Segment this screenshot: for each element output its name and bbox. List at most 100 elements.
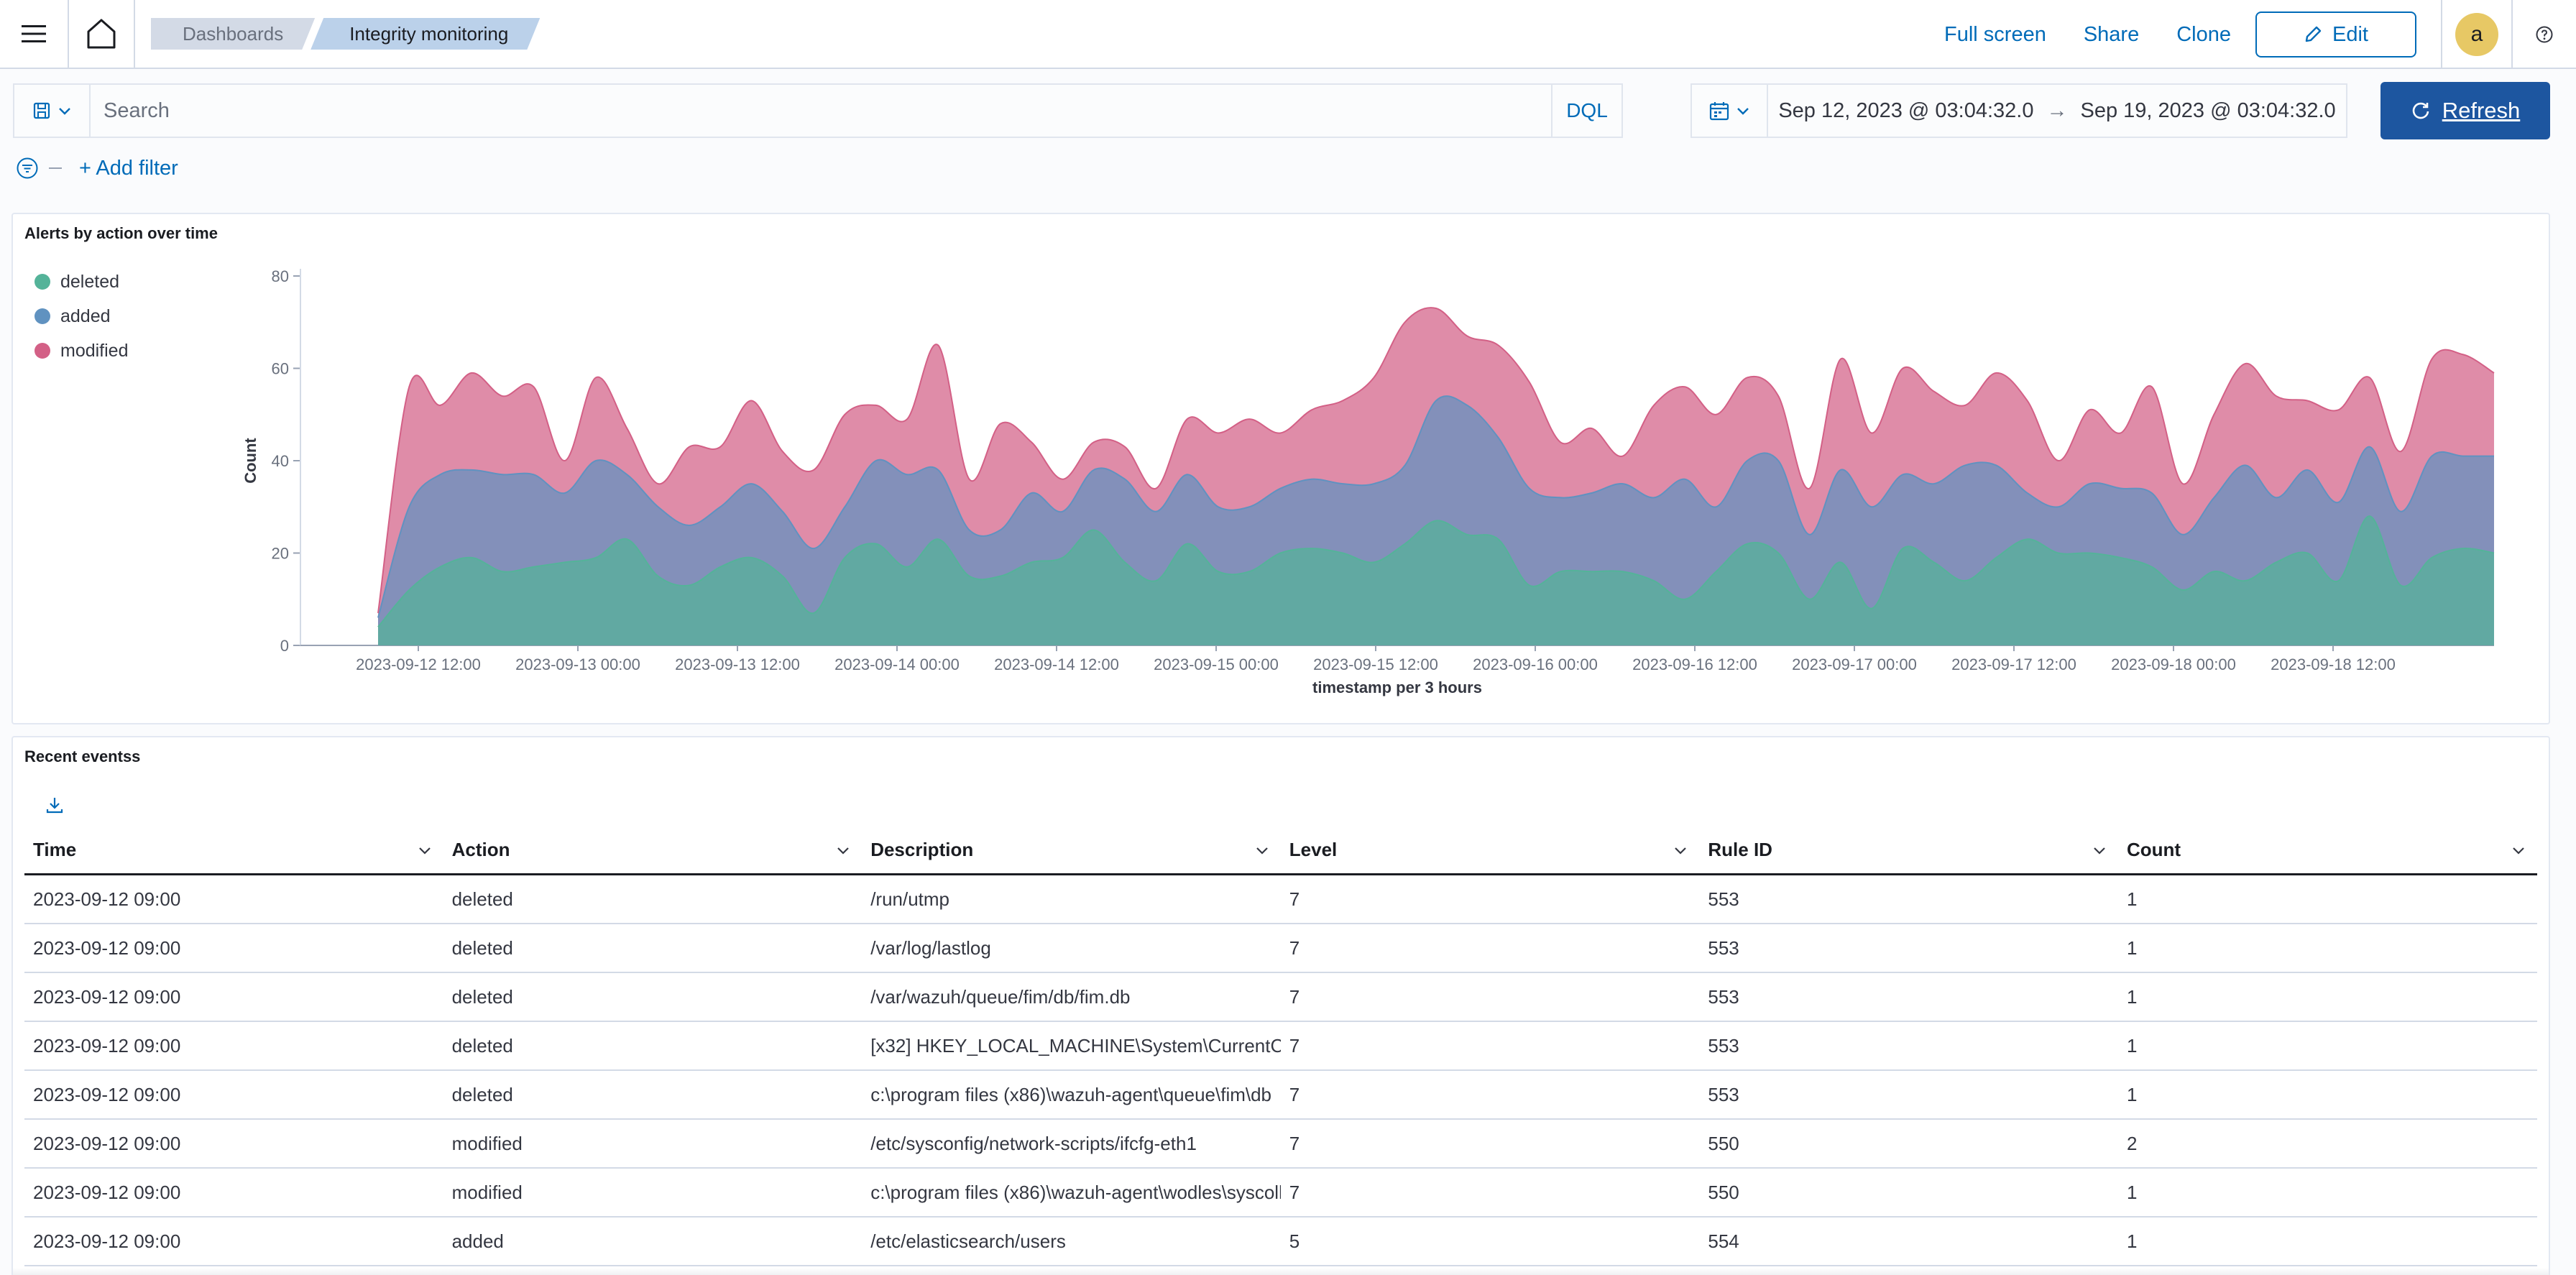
breadcrumb-dashboards[interactable]: Dashboards [151, 18, 315, 50]
top-header: Dashboards Integrity monitoring Full scr… [0, 0, 2576, 69]
quick-select-button[interactable] [1692, 85, 1768, 137]
x-tick-label: 2023-09-15 00:00 [1154, 655, 1279, 673]
chevron-down-icon[interactable] [1673, 845, 1688, 855]
table-cell: 1 [2126, 1083, 2138, 1105]
chart-title: Alerts by action over time [24, 224, 218, 242]
table-cell: 2023-09-12 09:00 [33, 1230, 181, 1252]
edit-button[interactable]: Edit [2255, 11, 2416, 57]
breadcrumb-current: Integrity monitoring [310, 18, 540, 50]
events-table: Time Action Description Level Rule ID Count 2… [24, 827, 2537, 1266]
table-panel: Recent eventss Time Action Description Leve… [12, 736, 2550, 1275]
line-deleted [377, 515, 2495, 627]
column-header-label: Level [1289, 839, 1338, 860]
table-cell: 2023-09-12 09:00 [33, 936, 181, 959]
table-cell: deleted [451, 888, 513, 910]
table-cell: c:\program files (x86)\wazuh-agent\queue… [870, 1083, 1272, 1105]
table-cell: deleted [451, 1034, 513, 1057]
table-cell: 1 [2126, 1230, 2138, 1252]
share-link[interactable]: Share [2083, 22, 2140, 46]
x-tick-label: 2023-09-15 12:00 [1313, 655, 1438, 673]
table-cell: deleted [451, 936, 513, 959]
table-row: 2023-09-12 09:00 deleted [x32] HKEY_LOCAL_… [24, 1022, 2537, 1071]
table-row: 2023-09-12 09:00 modified/etc/sysconfig/n… [24, 1120, 2537, 1169]
search-input[interactable] [91, 85, 1551, 137]
legend-item-deleted[interactable]: deleted [34, 264, 129, 299]
column-header-label: Description [870, 839, 974, 860]
user-menu[interactable]: a [2442, 0, 2511, 69]
table-cell: 2023-09-12 09:00 [33, 985, 181, 1008]
edit-label: Edit [2332, 22, 2368, 46]
end-date[interactable]: Sep 19, 2023 @ 03:04:32.0 [2080, 98, 2336, 122]
menu-button[interactable] [0, 0, 69, 68]
filter-bar: + Add filter [16, 154, 178, 183]
x-tick-label: 2023-09-13 00:00 [515, 655, 640, 673]
table-cell: added [451, 1230, 504, 1252]
table-cell: 2023-09-12 09:00 [33, 1132, 181, 1154]
column-header-count[interactable]: Count [2118, 839, 2537, 861]
add-filter-button[interactable]: + Add filter [79, 156, 178, 180]
x-tick-label: 2023-09-17 12:00 [1951, 655, 2076, 673]
y-axis-label: Count [242, 438, 259, 484]
header-divider [2441, 0, 2442, 69]
home-button[interactable] [69, 0, 135, 68]
help-button[interactable] [2513, 0, 2576, 69]
table-row: 2023-09-12 09:00 deleted c:\program files … [24, 1071, 2537, 1120]
column-header-rule-id[interactable]: Rule ID [1699, 839, 2118, 861]
clone-link[interactable]: Clone [2176, 22, 2231, 46]
hamburger-icon [22, 25, 46, 42]
table-header: Time Action Description Level Rule ID Count [24, 827, 2537, 875]
table-cell: 553 [1708, 1083, 1739, 1105]
column-header-time[interactable]: Time [24, 839, 443, 861]
column-header-level[interactable]: Level [1281, 839, 1700, 861]
refresh-button[interactable]: Refresh [2380, 82, 2550, 139]
avatar: a [2455, 13, 2498, 56]
table-cell: /var/log/lastlog [870, 936, 991, 959]
chevron-down-icon[interactable] [2511, 845, 2526, 855]
column-header-action[interactable]: Action [443, 839, 862, 861]
help-icon [2536, 26, 2553, 43]
chevron-down-icon[interactable] [836, 845, 850, 855]
table-cell: 2023-09-12 09:00 [33, 1034, 181, 1057]
table-cell: 5 [1289, 1230, 1300, 1252]
table-cell: /run/utmp [870, 888, 950, 910]
legend-item-modified[interactable]: modified [34, 333, 129, 368]
table-cell: c:\program files (x86)\wazuh-agent\wodle… [870, 1181, 1281, 1203]
table-cell: 2023-09-12 09:00 [33, 888, 181, 910]
table-cell: deleted [451, 985, 513, 1008]
column-header-label: Rule ID [1708, 839, 1772, 860]
table-row: 2023-09-12 09:00 modified c:\program files… [24, 1169, 2537, 1218]
query-language-button[interactable]: DQL [1551, 85, 1622, 137]
filter-icon[interactable] [16, 157, 39, 180]
fullscreen-link[interactable]: Full screen [1944, 22, 2046, 46]
table-title: Recent eventss [24, 747, 141, 765]
column-header-label: Count [2126, 839, 2181, 860]
chevron-down-icon[interactable] [1255, 845, 1269, 855]
x-tick-label: 2023-09-18 00:00 [2111, 655, 2236, 673]
chevron-down-icon[interactable] [2092, 845, 2107, 855]
header-divider [2511, 0, 2513, 69]
table-cell: 553 [1708, 985, 1739, 1008]
saved-query-button[interactable] [14, 85, 91, 137]
home-icon [87, 19, 116, 49]
table-cell: 2023-09-12 09:00 [33, 1083, 181, 1105]
legend-dot [34, 274, 50, 290]
filter-divider [49, 167, 62, 169]
table-body: 2023-09-12 09:00 deleted/run/utmp 7 553 1 202… [24, 875, 2537, 1266]
table-cell: deleted [451, 1083, 513, 1105]
column-header-label: Action [451, 839, 510, 860]
query-bar: DQL [13, 83, 1623, 138]
table-cell: 1 [2126, 888, 2138, 910]
table-cell: 7 [1289, 1132, 1300, 1154]
legend-dot [34, 343, 50, 359]
column-header-description[interactable]: Description [862, 839, 1281, 861]
chevron-down-icon[interactable] [418, 845, 432, 855]
legend-item-added[interactable]: added [34, 299, 129, 333]
table-cell: 1 [2126, 1034, 2138, 1057]
chart-panel: 0 20 40 60 80 Count 2023-09-12 12:00 2023-09-13… [12, 213, 2550, 724]
download-icon[interactable] [45, 795, 65, 815]
arrow-right-icon: → [2046, 98, 2068, 122]
breadcrumb: Dashboards Integrity monitoring [151, 18, 540, 50]
chevron-down-icon [1737, 108, 1749, 115]
start-date[interactable]: Sep 12, 2023 @ 03:04:32.0 [1778, 98, 2034, 122]
table-cell: 7 [1289, 1181, 1300, 1203]
